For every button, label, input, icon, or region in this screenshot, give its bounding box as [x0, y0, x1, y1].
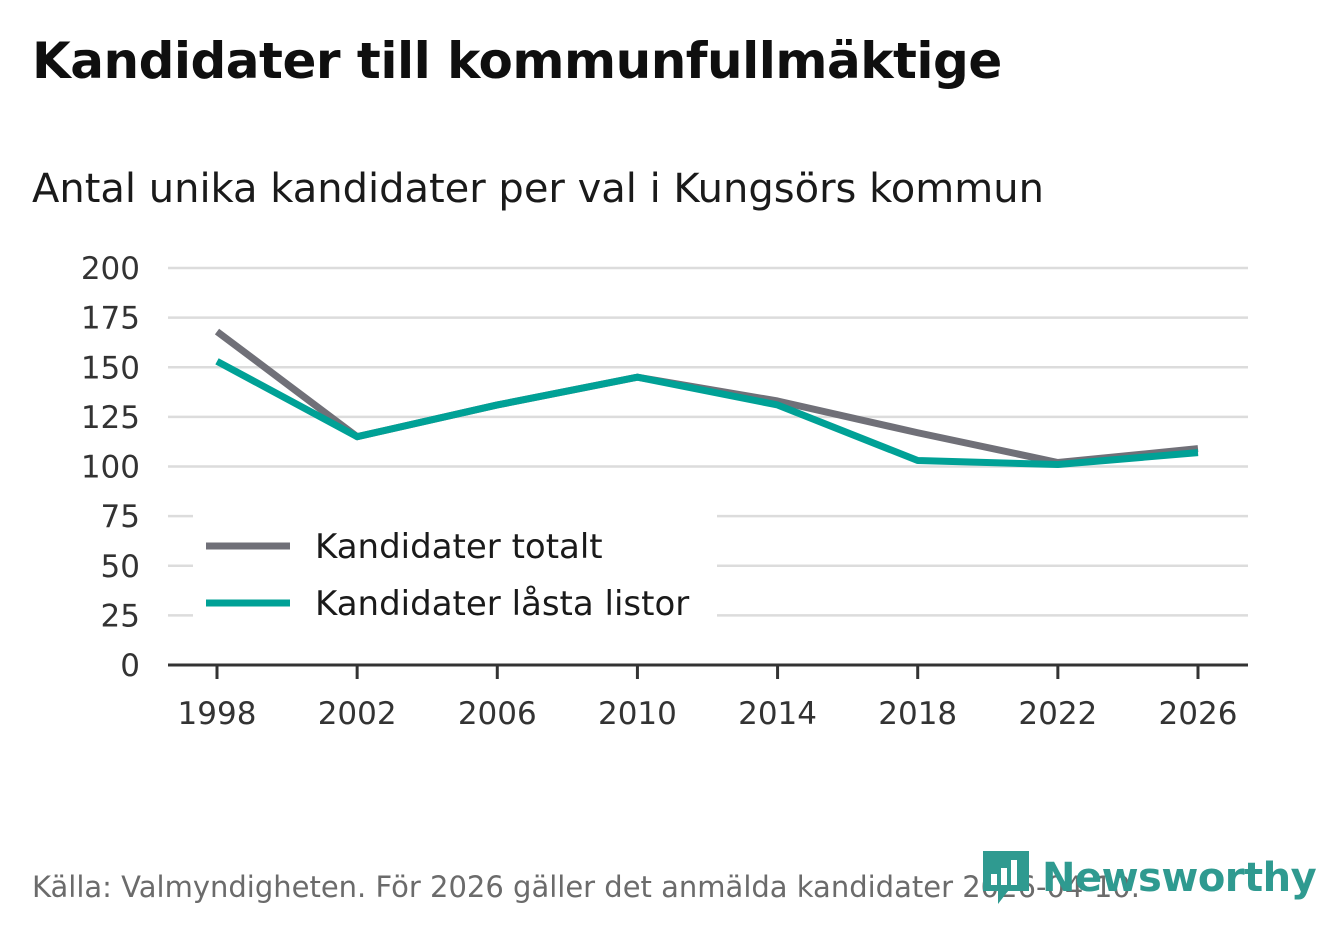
- series-lines: [214, 328, 1199, 469]
- y-tick-label: 0: [120, 648, 140, 684]
- legend-label-1: Kandidater totalt: [315, 527, 603, 567]
- x-axis: [168, 663, 1248, 679]
- legend-label-2: Kandidater låsta listor: [315, 584, 689, 624]
- y-tick-label: 25: [101, 598, 140, 634]
- x-tick-label: 1998: [178, 696, 257, 732]
- y-tick-label: 175: [81, 301, 140, 337]
- series-line-2: [215, 358, 1199, 469]
- y-tick-label: 125: [81, 400, 140, 436]
- chart-subtitle: Antal unika kandidater per val i Kungsör…: [32, 166, 1044, 212]
- legend-background: [193, 514, 717, 634]
- y-tick-label: 75: [101, 499, 140, 535]
- y-tick-label: 50: [101, 549, 140, 585]
- x-tick-label: 2014: [738, 696, 817, 732]
- brand-logo: Newsworthy: [980, 848, 1317, 908]
- newsworthy-logo-icon: [983, 851, 1029, 904]
- x-tick-label: 2018: [878, 696, 957, 732]
- x-tick-label: 2026: [1159, 696, 1238, 732]
- y-tick-label: 100: [81, 450, 140, 486]
- chart-title: Kandidater till kommunfullmäktige: [32, 32, 1002, 90]
- x-tick-label: 2006: [458, 696, 537, 732]
- y-tick-label: 200: [81, 251, 140, 287]
- brand-name: Newsworthy: [1042, 855, 1317, 901]
- x-tick-label: 2010: [598, 696, 677, 732]
- source-note: Källa: Valmyndigheten. För 2026 gäller d…: [32, 870, 1140, 904]
- x-tick-label: 2002: [318, 696, 397, 732]
- y-axis-labels: 0 25 50 75 100 125 150 175 200: [81, 251, 140, 684]
- legend: Kandidater totalt Kandidater låsta listor: [193, 514, 717, 634]
- x-axis-labels: 1998 2002 2006 2010 2014 2018 2022 2026: [178, 696, 1238, 732]
- y-tick-label: 150: [81, 350, 140, 386]
- x-tick-label: 2022: [1018, 696, 1097, 732]
- series-line-1: [214, 328, 1199, 467]
